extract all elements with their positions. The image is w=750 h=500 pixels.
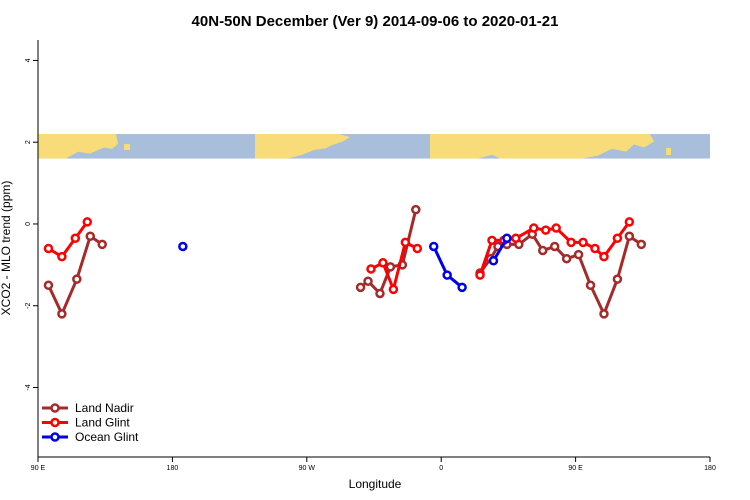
land-glint-point [57,251,67,262]
map-land-2 [255,134,350,159]
ocean-glint-point [457,282,467,293]
legend-marker [50,403,60,413]
land-glint-point [366,264,376,274]
land-glint-point [43,243,54,254]
land-glint-point [590,243,600,254]
land-nadir-point [411,204,421,215]
land-nadir-point [612,274,623,284]
land-glint-point [378,258,388,268]
x-tick-label: 180 [167,465,179,472]
land-glint-point [388,284,399,295]
land-nadir-point [636,239,647,250]
land-nadir-point [375,288,385,299]
x-tick-label: 180 [704,465,716,472]
x-tick-label: 0 [439,465,443,472]
land-glint-point [70,233,81,244]
y-tick-label: -2 [25,303,32,309]
x-tick-label: 90 W [299,465,316,472]
ocean-glint-point [502,233,512,244]
map-island [666,148,671,156]
land-nadir-point [72,274,82,284]
land-glint-point [412,243,423,254]
land-glint-point [599,251,609,262]
chart-title: 40N-50N December (Ver 9) 2014-09-06 to 2… [192,13,559,30]
land-nadir-point [599,309,609,319]
land-nadir-point [57,309,67,319]
land-nadir-point [585,280,596,291]
ocean-glint-point [178,241,188,252]
land-nadir-point [573,249,584,260]
land-nadir-point [549,241,560,252]
ocean-glint-point [428,241,439,252]
land-glint-point [551,223,561,233]
ocean-glint-point [442,270,452,280]
y-tick-label: -4 [25,384,32,390]
map-land-3 [430,134,654,159]
y-tick-label: 2 [25,140,32,144]
land-nadir-point [355,282,366,293]
land-nadir-point [363,276,373,286]
series-layer [43,204,647,319]
land-nadir-point [624,231,635,241]
land-nadir-point [537,245,548,256]
legend-marker [50,432,60,442]
land-glint-point [487,235,497,246]
ocean-glint-line [432,245,464,289]
y-tick-label: 0 [25,222,32,226]
ocean-glint-point [488,256,499,266]
land-glint-point [578,237,588,248]
land-glint-point [624,217,635,227]
land-nadir-point [85,231,96,241]
land-nadir-point [561,253,572,264]
x-tick-label: 90 E [568,465,583,472]
y-axis-label: XCO2 - MLO trend (ppm) [0,181,13,316]
land-glint-point [82,217,93,227]
x-tick-label: 90 E [31,465,46,472]
world-map-band [38,134,710,159]
land-glint-point [400,237,411,248]
legend-marker [50,417,60,428]
land-nadir-point [385,262,396,272]
map-land-1 [38,134,118,159]
legend-entry: Land Glint [75,416,130,430]
map-island [124,144,130,151]
land-glint-point [566,237,576,248]
land-nadir-point [97,239,107,250]
land-glint-line [47,221,89,259]
x-axis-label: Longitude [349,477,402,491]
land-glint-point [511,233,521,244]
legend-entry: Ocean Glint [75,430,139,444]
land-glint-point [475,270,485,280]
legend-entry: Land Nadir [75,401,134,415]
axes: 4 2 0 -2 -4 90 E 180 90 W 0 90 E 180 [25,40,716,472]
land-glint-point [612,233,623,244]
land-nadir-point [43,280,54,291]
y-tick-label: 4 [25,58,32,62]
land-glint-point [529,223,539,233]
land-glint-point [540,225,551,235]
